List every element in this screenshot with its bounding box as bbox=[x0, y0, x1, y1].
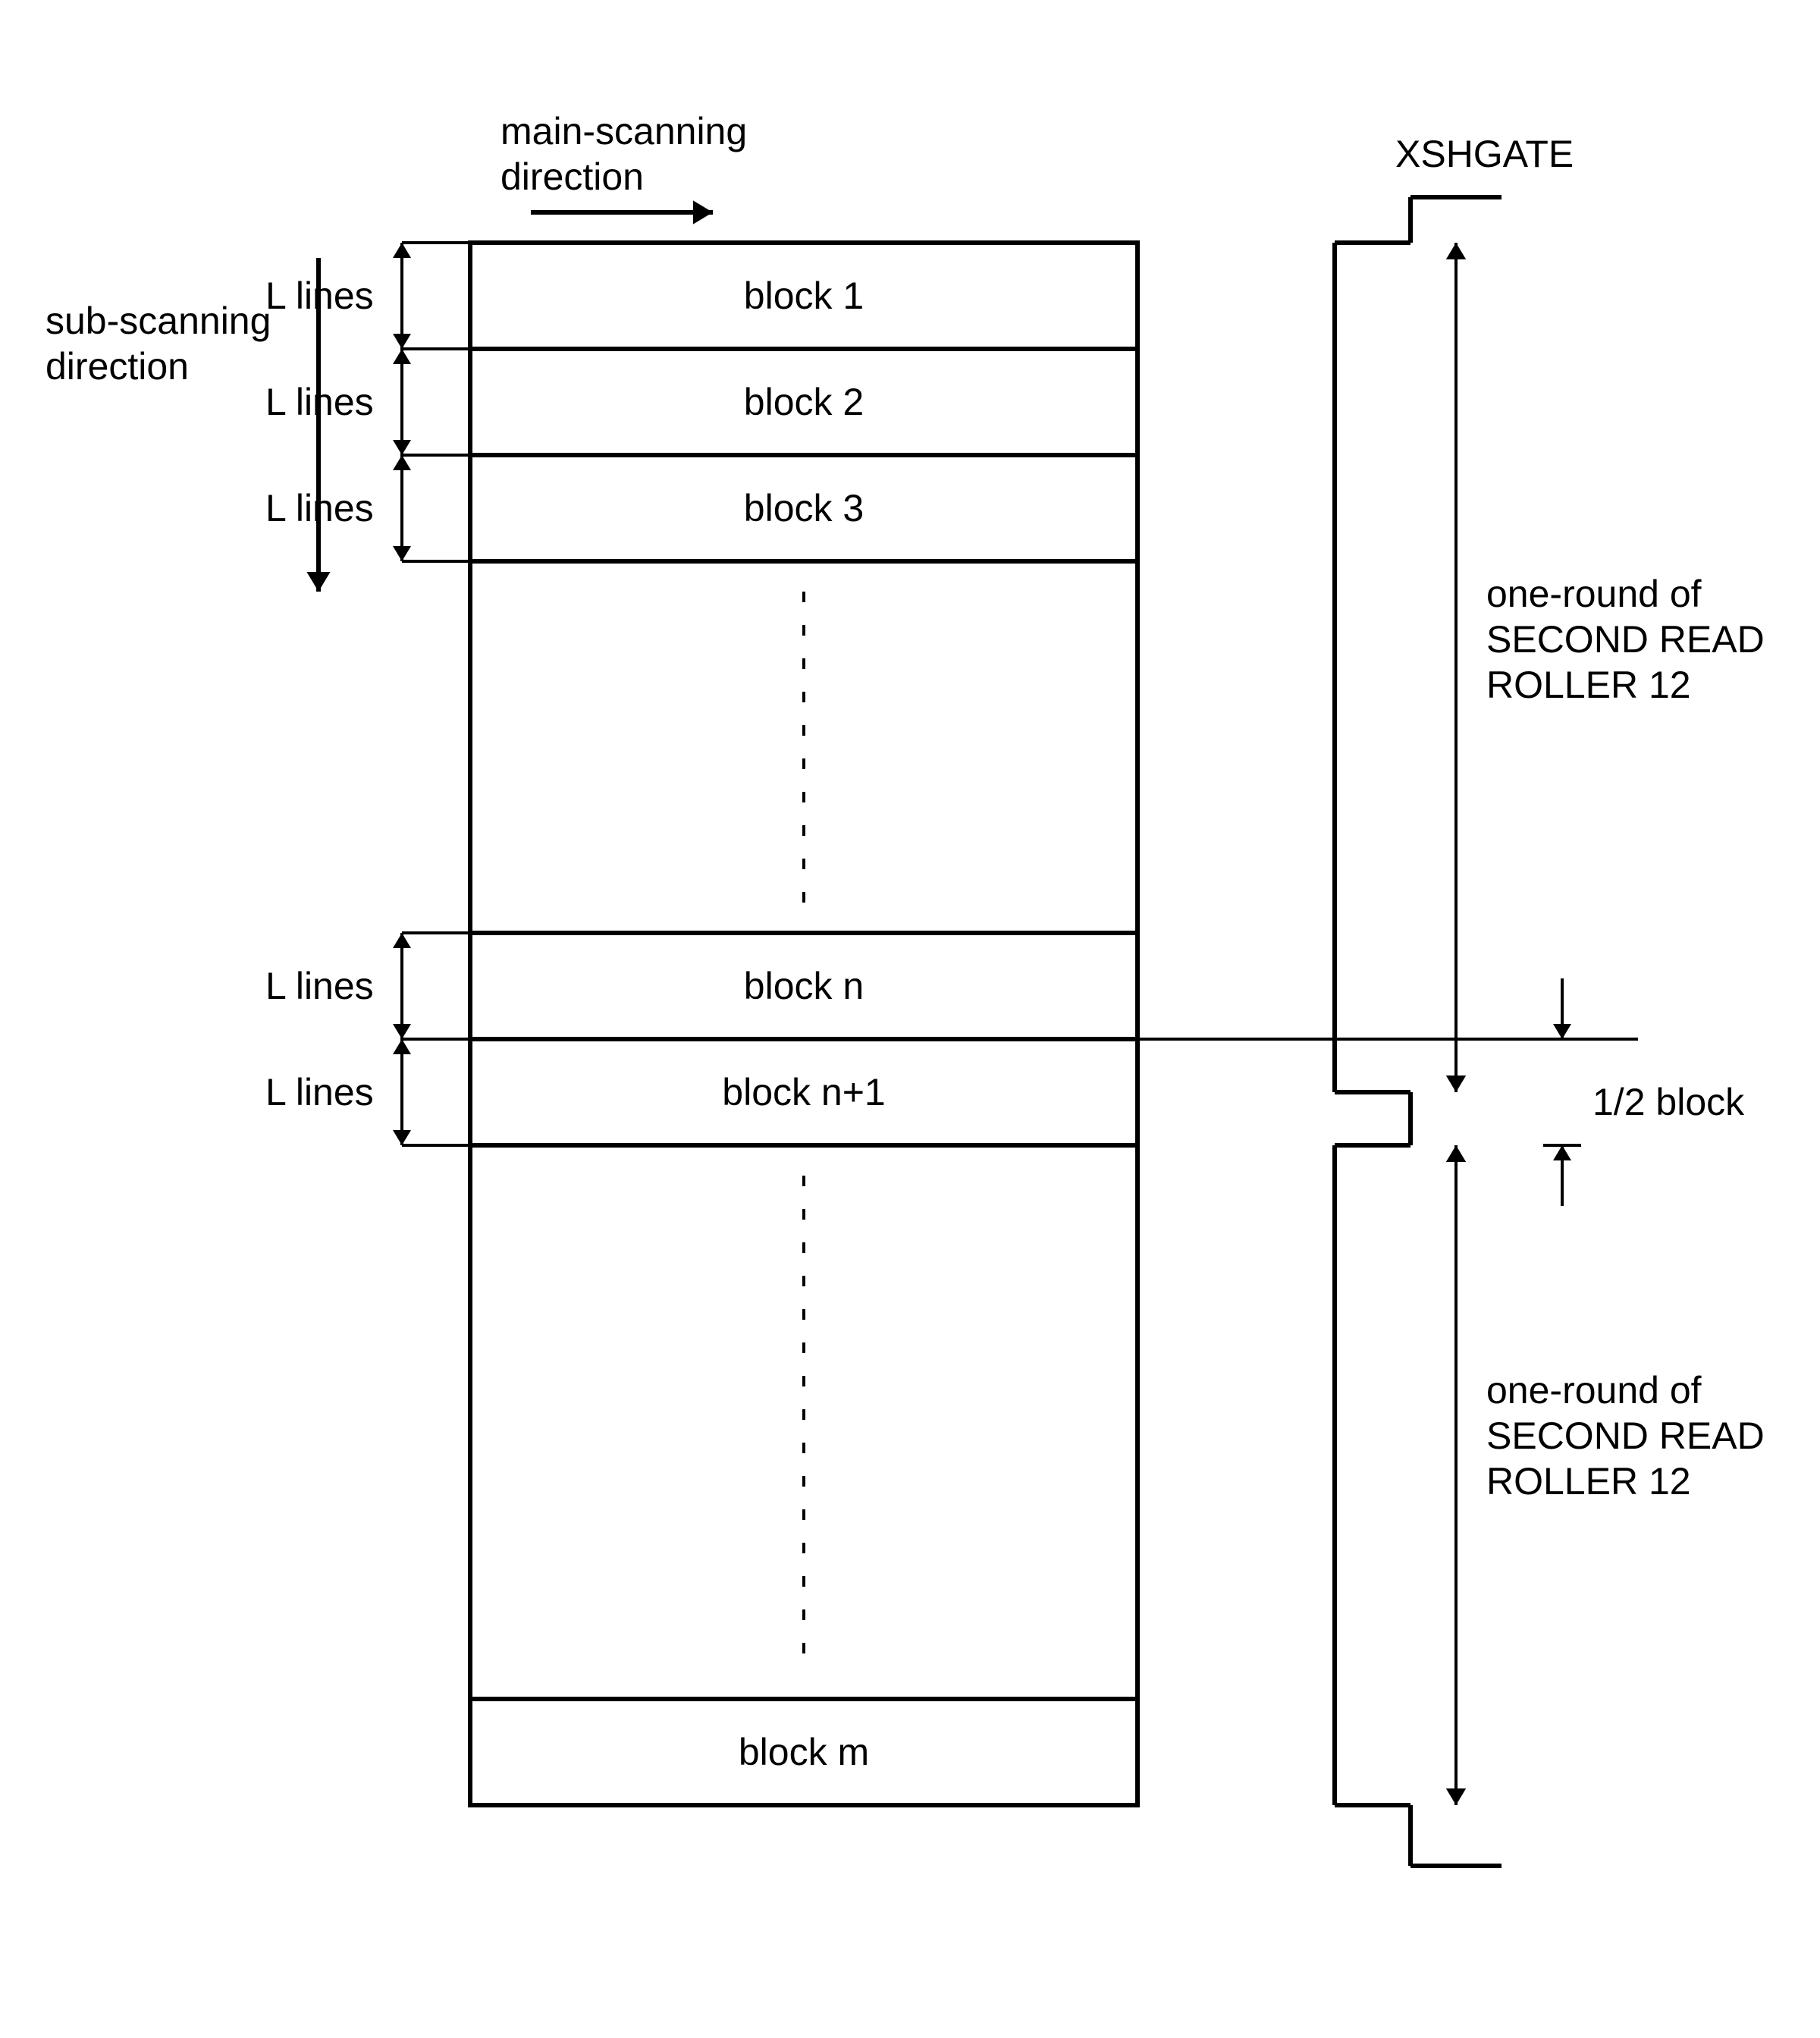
block-label-bm: block m bbox=[739, 1731, 869, 1773]
main-scan-label-2: direction bbox=[500, 155, 644, 198]
half-block-label: 1/2 block bbox=[1592, 1081, 1745, 1123]
block-label-b3: block 3 bbox=[744, 487, 864, 529]
round2-label-a: one-round of bbox=[1486, 1369, 1702, 1412]
round2-label-b: SECOND READ bbox=[1486, 1415, 1765, 1457]
l-lines-label-b1: L lines bbox=[265, 275, 374, 317]
sub-scan-label-2: direction bbox=[46, 345, 189, 388]
main-scan-label: main-scanning bbox=[500, 110, 747, 152]
block-label-bn: block n bbox=[744, 965, 864, 1007]
l-lines-label-bn1: L lines bbox=[265, 1071, 374, 1113]
block-label-bn1: block n+1 bbox=[722, 1071, 885, 1113]
round1-label-a: one-round of bbox=[1486, 573, 1702, 615]
l-lines-label-bn: L lines bbox=[265, 965, 374, 1007]
xshgate-label: XSHGATE bbox=[1395, 133, 1574, 175]
l-lines-label-b2: L lines bbox=[265, 381, 374, 423]
round1-label-b: SECOND READ bbox=[1486, 618, 1765, 661]
block-label-b2: block 2 bbox=[744, 381, 864, 423]
l-lines-label-b3: L lines bbox=[265, 487, 374, 529]
round2-label-c: ROLLER 12 bbox=[1486, 1460, 1691, 1503]
sub-scan-label: sub-scanning bbox=[46, 300, 271, 342]
block-label-b1: block 1 bbox=[744, 275, 864, 317]
round1-label-c: ROLLER 12 bbox=[1486, 664, 1691, 706]
